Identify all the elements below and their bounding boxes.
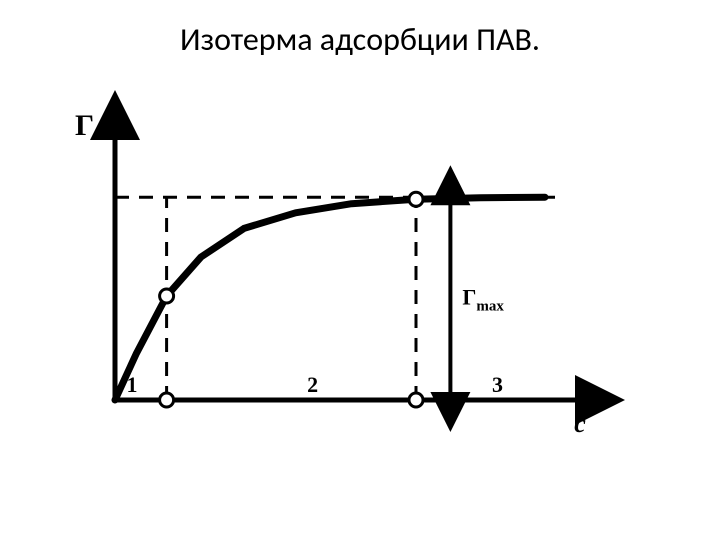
isotherm-chart: Гс Гmax 1 2 3 [0,0,720,540]
y-axis-label: Г [75,109,94,142]
x-axis-label: с [574,409,586,438]
x-tick-label-3: 3 [492,372,503,397]
slide-title: Изотерма адсорбции ПАВ. [0,20,720,59]
marker-point-3 [409,393,423,407]
slide: Изотерма адсорбции ПАВ. Гс Гmax 1 2 3 [0,0,720,540]
marker-point-2 [160,289,174,303]
marker-point-4 [409,192,423,206]
x-tick-label-1: 1 [127,372,138,397]
marker-point-1 [160,393,174,407]
x-tick-label-2: 2 [307,372,318,397]
gmax-label: Гmax [462,285,504,315]
